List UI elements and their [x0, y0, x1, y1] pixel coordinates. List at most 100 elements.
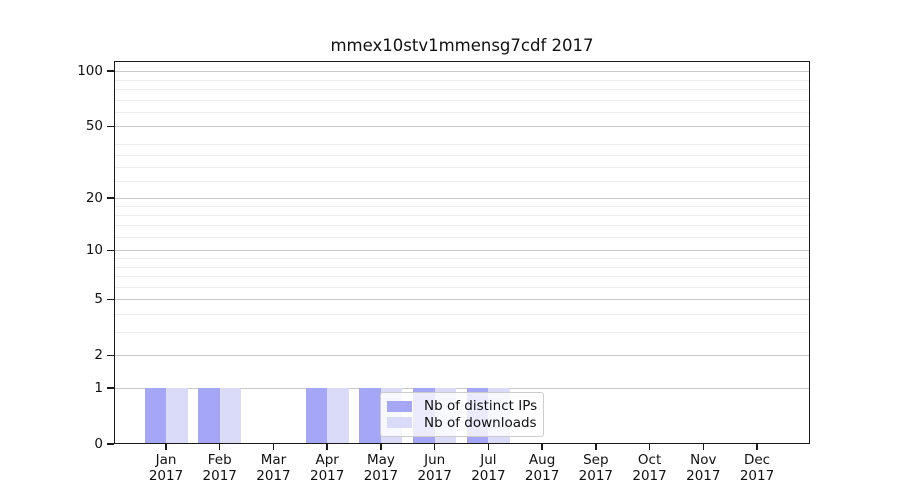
- y-tick-label: 2: [94, 347, 103, 364]
- year-label: 2017: [202, 468, 237, 484]
- x-tick-label: Mar 2017: [243, 452, 303, 484]
- month-label: Mar: [260, 452, 287, 468]
- chart-title: mmex10stv1mmensg7cdf 2017: [330, 36, 594, 55]
- legend-label-distinct-ips: Nb of distinct IPs: [424, 398, 538, 415]
- gridline-minor: [114, 332, 810, 334]
- month-label: Sep: [583, 452, 609, 468]
- gridline-minor: [114, 313, 810, 315]
- legend-label-downloads: Nb of downloads: [424, 414, 537, 431]
- x-tick-mark: [218, 444, 221, 450]
- x-tick-label: Jun 2017: [405, 452, 465, 484]
- x-tick-mark: [702, 444, 705, 450]
- bar-downloads-jan: [166, 388, 188, 444]
- gridline-minor: [114, 180, 810, 182]
- x-tick-mark: [326, 444, 328, 450]
- year-label: 2017: [417, 468, 452, 484]
- bar-distinct-ips-apr: [305, 388, 328, 444]
- year-label: 2017: [686, 468, 721, 484]
- x-tick-mark: [165, 444, 167, 450]
- x-tick-mark: [433, 444, 436, 450]
- x-tick-mark: [272, 444, 275, 450]
- gridline-minor: [114, 215, 810, 217]
- y-tick-mark: [107, 298, 114, 301]
- y-tick-mark: [107, 197, 114, 199]
- x-tick-mark: [487, 444, 490, 450]
- y-tick-label: 0: [94, 436, 103, 452]
- y-tick-label: 50: [85, 118, 103, 135]
- legend-swatch-downloads-icon: [387, 417, 412, 429]
- x-tick-mark: [756, 444, 758, 450]
- bar-distinct-ips-jan: [144, 388, 166, 444]
- gridline-minor: [114, 154, 810, 156]
- month-label: Aug: [528, 452, 556, 468]
- x-tick-label: May 2017: [351, 452, 411, 484]
- y-tick-label: 5: [94, 291, 103, 308]
- bar-distinct-ips-feb: [198, 388, 220, 444]
- y-tick-label: 1: [94, 380, 103, 396]
- year-label: 2017: [578, 468, 613, 484]
- grid-layer: [114, 61, 810, 444]
- gridline-minor: [114, 99, 810, 101]
- y-tick-mark: [107, 249, 114, 252]
- x-tick-label: Jul 2017: [458, 452, 518, 484]
- month-label: Oct: [637, 452, 662, 468]
- month-label: Jan: [155, 452, 177, 468]
- gridline-minor: [114, 89, 810, 91]
- x-tick-label: Nov 2017: [673, 452, 733, 484]
- y-tick-mark: [107, 387, 114, 389]
- year-label: 2017: [148, 468, 184, 484]
- x-tick-label: Dec 2017: [727, 452, 787, 484]
- y-tick-mark: [107, 443, 114, 445]
- gridline-major: [114, 388, 810, 389]
- gridline-major: [114, 126, 810, 128]
- gridline-minor: [114, 144, 810, 146]
- x-tick-label: Aug 2017: [512, 452, 572, 484]
- x-tick-label: Apr 2017: [297, 452, 357, 484]
- gridline-major: [114, 299, 810, 301]
- gridline-minor: [114, 111, 810, 113]
- year-label: 2017: [310, 468, 345, 484]
- x-tick-mark: [380, 444, 382, 450]
- year-label: 2017: [739, 468, 775, 484]
- year-label: 2017: [632, 468, 667, 484]
- year-label: 2017: [363, 468, 399, 484]
- gridline-minor: [114, 79, 810, 81]
- gridline-major: [114, 250, 810, 252]
- gridline-major: [114, 198, 810, 200]
- gridline-minor: [114, 276, 810, 278]
- year-label: 2017: [524, 468, 560, 484]
- month-label: Apr: [315, 452, 339, 468]
- x-tick-label: Oct 2017: [620, 452, 680, 484]
- gridline-minor: [114, 258, 810, 259]
- bar-downloads-apr: [327, 388, 349, 444]
- x-tick-label: Sep 2017: [566, 452, 626, 484]
- bar-distinct-ips-may: [359, 388, 381, 444]
- bar-downloads-feb: [219, 388, 242, 444]
- legend-swatch-distinct-ips-icon: [387, 400, 412, 412]
- month-label: Nov: [690, 452, 717, 468]
- month-label: Jun: [424, 452, 446, 468]
- y-tick-mark: [107, 354, 114, 356]
- x-tick-label: Feb 2017: [190, 452, 250, 484]
- month-label: Dec: [743, 452, 771, 468]
- x-tick-mark: [541, 444, 543, 450]
- bars-layer: [114, 61, 810, 444]
- month-label: Feb: [207, 452, 232, 468]
- x-tick-mark: [648, 444, 651, 450]
- legend-entry-distinct-ips: Nb of distinct IPs: [387, 398, 538, 415]
- plot-area: [114, 61, 810, 444]
- x-tick-label: Jan 2017: [136, 452, 196, 484]
- gridline-major: [114, 355, 810, 357]
- year-label: 2017: [471, 468, 506, 484]
- year-label: 2017: [256, 468, 291, 484]
- legend-entry-downloads: Nb of downloads: [387, 414, 537, 432]
- legend: Nb of distinct IPs Nb of downloads: [380, 392, 544, 437]
- y-tick-mark: [107, 125, 114, 128]
- x-tick-mark: [595, 444, 597, 450]
- gridline-minor: [114, 166, 810, 168]
- gridline-minor: [114, 225, 810, 227]
- y-tick-label: 10: [85, 242, 103, 259]
- gridline-minor: [114, 206, 810, 208]
- month-label: May: [366, 452, 395, 468]
